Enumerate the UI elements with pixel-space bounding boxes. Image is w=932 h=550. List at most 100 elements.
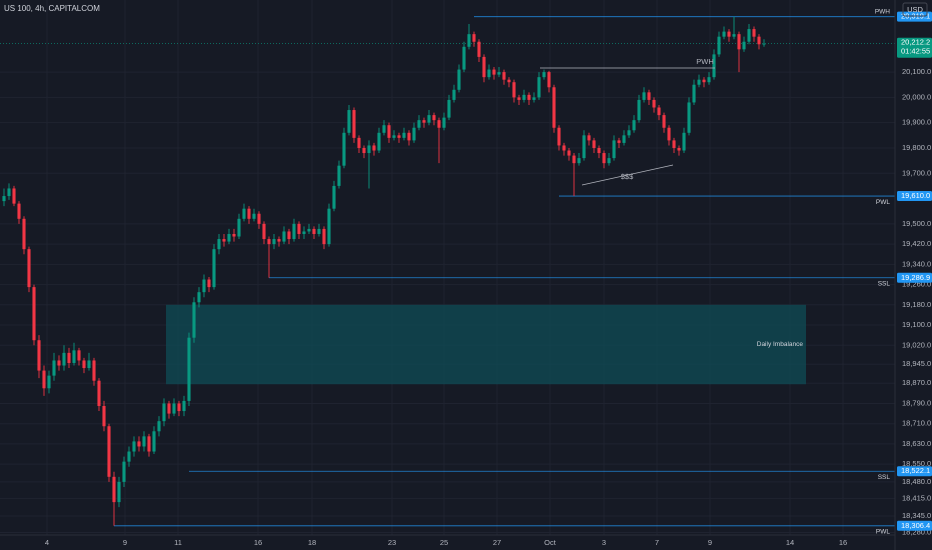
candle-body bbox=[57, 360, 61, 366]
candle-body bbox=[717, 36, 721, 55]
candle-body bbox=[697, 79, 701, 85]
candle-body bbox=[282, 231, 286, 242]
levels: PWH PWL SSL SSL PWL bbox=[0, 8, 895, 536]
candle-body bbox=[492, 69, 496, 75]
y-tick-label: 19,100.0 bbox=[902, 320, 931, 329]
candle-body bbox=[92, 360, 96, 381]
candle-body bbox=[527, 94, 531, 100]
candle-body bbox=[7, 188, 11, 197]
candle-body bbox=[112, 476, 116, 503]
candle-body bbox=[352, 110, 356, 138]
annotation: $$$ bbox=[621, 172, 634, 181]
candle-body bbox=[437, 120, 441, 128]
candle-body bbox=[147, 436, 151, 452]
candle-body bbox=[272, 239, 276, 245]
candle-body bbox=[127, 451, 131, 462]
candle-body bbox=[167, 403, 171, 414]
candle-body bbox=[247, 208, 251, 219]
level-price-box bbox=[897, 272, 932, 283]
candle-body bbox=[472, 34, 476, 42]
candle-body bbox=[212, 249, 216, 288]
candle-body bbox=[52, 360, 56, 376]
candle-body bbox=[482, 56, 486, 78]
candle-body bbox=[62, 352, 66, 366]
candle-body bbox=[357, 137, 361, 148]
candle-body bbox=[382, 125, 386, 133]
candle-body bbox=[607, 158, 611, 164]
candle-body bbox=[422, 120, 426, 123]
candle-body bbox=[557, 127, 561, 146]
candle-body bbox=[367, 145, 371, 154]
candle-body bbox=[227, 233, 231, 242]
candle-body bbox=[702, 79, 706, 83]
candle-body bbox=[192, 302, 196, 338]
currency[interactable]: USD bbox=[907, 5, 923, 14]
candle-body bbox=[307, 228, 311, 232]
x-tick-label: 25 bbox=[440, 538, 448, 547]
candle-body bbox=[757, 36, 761, 45]
candle-body bbox=[37, 340, 41, 371]
candle-body bbox=[117, 481, 121, 503]
x-tick-label: 27 bbox=[493, 538, 501, 547]
level-price-box bbox=[897, 466, 932, 477]
candle-body bbox=[392, 135, 396, 138]
y-tick-label: 20,100.0 bbox=[902, 67, 931, 76]
candle-body bbox=[427, 115, 431, 123]
candle-body bbox=[582, 135, 586, 159]
sss-annotation-line bbox=[581, 164, 674, 186]
currency-button[interactable] bbox=[902, 2, 928, 17]
candle-body bbox=[82, 360, 86, 369]
candle-body bbox=[502, 72, 506, 80]
candle-body bbox=[412, 127, 416, 141]
candle-body bbox=[572, 155, 576, 164]
candle-body bbox=[687, 102, 691, 133]
candle-body bbox=[152, 431, 156, 452]
level-name: SSL bbox=[878, 474, 891, 481]
candle-body bbox=[67, 352, 71, 363]
candle-body bbox=[522, 94, 526, 100]
candle-body bbox=[142, 436, 146, 447]
candle-body bbox=[452, 89, 456, 100]
candle-body bbox=[732, 34, 736, 37]
candle-body bbox=[677, 147, 681, 151]
candle-body bbox=[302, 231, 306, 234]
candle-body bbox=[507, 79, 511, 83]
candle-body bbox=[332, 185, 336, 209]
level-name: PWL bbox=[876, 529, 890, 536]
y-tick-label: 18,415.0 bbox=[902, 493, 931, 502]
zone: Daily Imbalance bbox=[166, 304, 806, 385]
candle-body bbox=[132, 441, 136, 452]
level-price-box bbox=[897, 191, 932, 202]
y-tick-label: 19,180.0 bbox=[902, 300, 931, 309]
candle-body bbox=[602, 153, 606, 164]
candle-body bbox=[642, 92, 646, 100]
candle-body bbox=[32, 287, 36, 341]
candle-body bbox=[277, 239, 281, 242]
candle-body bbox=[447, 99, 451, 118]
candle-body bbox=[222, 239, 226, 242]
candle-body bbox=[552, 87, 556, 128]
candle-body bbox=[707, 77, 711, 83]
y-tick-label: 19,340.0 bbox=[902, 259, 931, 268]
candle-body bbox=[577, 158, 581, 164]
candle-body bbox=[197, 292, 201, 303]
y-tick-label: 18,345.0 bbox=[902, 511, 931, 520]
candle-body bbox=[652, 99, 656, 108]
y-tick-label: 18,870.0 bbox=[902, 378, 931, 387]
candle-body bbox=[512, 82, 516, 98]
candle-body bbox=[387, 125, 391, 138]
candle-body bbox=[417, 120, 421, 128]
candle-body bbox=[337, 165, 341, 186]
candles bbox=[2, 16, 766, 526]
candle-body bbox=[517, 97, 521, 100]
candle-body bbox=[262, 223, 266, 240]
level-price-box bbox=[897, 520, 932, 531]
candle-body bbox=[187, 337, 191, 401]
y-tick-label: 18,480.0 bbox=[902, 477, 931, 486]
level-price-label: 19,610.0 bbox=[901, 191, 930, 200]
candle-body bbox=[647, 92, 651, 100]
candle-body bbox=[407, 132, 411, 141]
candle-body bbox=[242, 208, 246, 219]
candle-body bbox=[122, 461, 126, 482]
candle-body bbox=[467, 34, 471, 47]
